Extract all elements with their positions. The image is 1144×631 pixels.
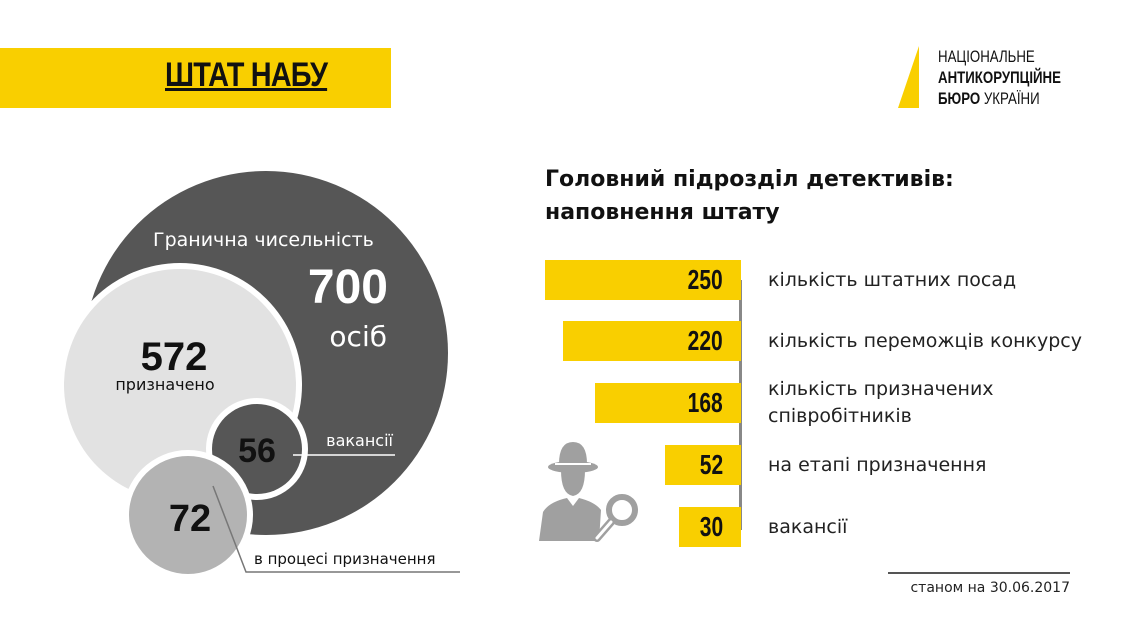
- vacancies-value: 56: [238, 432, 276, 470]
- bar-label-line: кількість призначених: [768, 378, 994, 400]
- limit-label: Гранична чисельність: [153, 229, 374, 251]
- bar-label-line: кількість переможців конкурсу: [768, 329, 1082, 352]
- bar-label-line: кількість штатних посад: [768, 268, 1017, 291]
- appointed-value: 572: [141, 335, 208, 379]
- in-process-label: в процесі призначення: [254, 550, 436, 568]
- bar-value: 250: [687, 264, 723, 295]
- section-title: Головний підрозділ детективів: наповненн…: [545, 163, 954, 229]
- detective-icon: [539, 442, 638, 542]
- section-title-line-1: Головний підрозділ детективів:: [545, 167, 954, 192]
- bar-label: кількість штатних посад: [768, 267, 1016, 294]
- logo-mark-icon: [898, 46, 919, 108]
- title-banner: ШТАТ НАБУ: [0, 48, 391, 108]
- section-title-line-2: наповнення штату: [545, 200, 780, 225]
- logo-line-3-bold: БЮРО: [938, 89, 981, 108]
- bar-label: кількість призначених співробітників: [768, 376, 994, 430]
- bar-label: кількість переможців конкурсу: [768, 328, 1082, 355]
- in-process-leader-line: [212, 485, 460, 573]
- bar-value: 52: [699, 449, 723, 480]
- bar: 250: [544, 260, 741, 300]
- limit-value: 700: [308, 261, 388, 314]
- bar: 30: [678, 507, 741, 547]
- staff-bubble-chart: Гранична чисельність 700 осіб 572 призна…: [58, 171, 460, 580]
- bar: 168: [594, 383, 741, 423]
- bar: 220: [562, 321, 741, 361]
- vacancies-label: вакансії: [326, 431, 393, 450]
- bar-value: 30: [699, 511, 723, 542]
- nabu-logo: НАЦІОНАЛЬНЕ АНТИКОРУПЦІЙНЕ БЮРО УКРАЇНИ: [898, 46, 1061, 112]
- as-of-date: станом на 30.06.2017: [888, 572, 1070, 596]
- bar-label-line: співробітників: [768, 405, 912, 427]
- bar: 52: [665, 445, 741, 485]
- bar-value: 220: [687, 325, 723, 356]
- logo-line-3: УКРАЇНИ: [983, 89, 1040, 108]
- bar-label-line: на етапі призначення: [768, 453, 987, 476]
- bar-label-line: вакансії: [768, 515, 848, 538]
- logo-line-2: АНТИКОРУПЦІЙНЕ: [938, 68, 1061, 87]
- page-title: ШТАТ НАБУ: [165, 56, 328, 94]
- bar-label: на етапі призначення: [768, 452, 986, 479]
- bar-value: 168: [687, 387, 723, 418]
- appointed-label: призначено: [115, 375, 214, 394]
- bar-label: вакансії: [768, 514, 847, 541]
- in-process-value: 72: [169, 498, 211, 540]
- limit-unit: осіб: [329, 320, 387, 353]
- bubble-in-process: [129, 456, 247, 574]
- logo-line-1: НАЦІОНАЛЬНЕ: [938, 47, 1035, 66]
